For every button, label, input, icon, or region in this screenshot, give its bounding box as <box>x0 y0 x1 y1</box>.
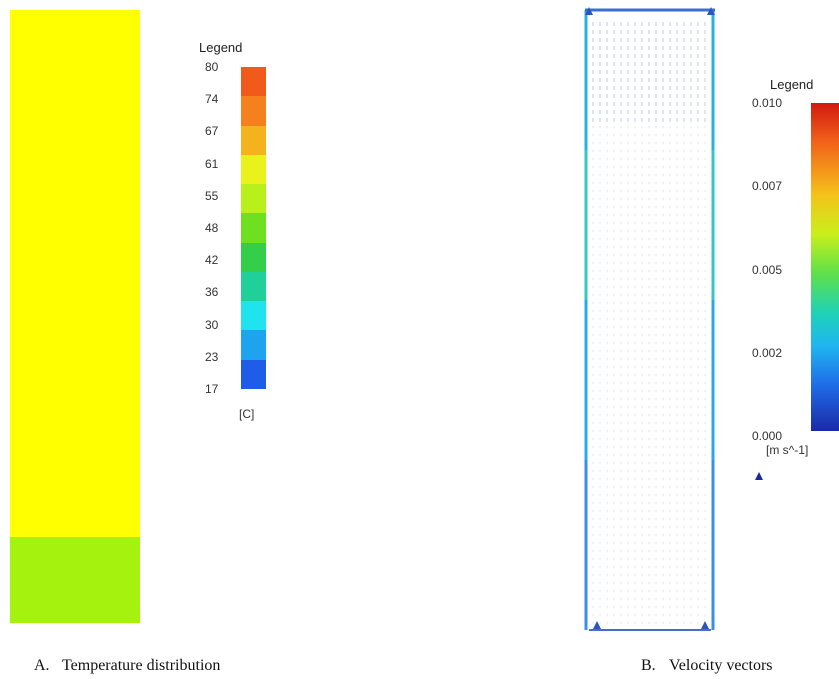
triangle-marker-icon <box>755 472 763 480</box>
temperature-colorbar-band <box>241 271 266 302</box>
temperature-field <box>10 10 140 623</box>
temperature-legend-title: Legend <box>199 40 243 55</box>
temperature-colorbar-band <box>241 301 266 331</box>
temperature-colorbar-band <box>241 213 266 244</box>
temperature-legend-tick: 17 <box>205 382 219 396</box>
temperature-colorbar-band <box>241 96 266 127</box>
temperature-colorbar-band <box>241 184 266 214</box>
velocity-legend-tick: 0.007 <box>752 179 783 194</box>
velocity-legend-tick: 0.005 <box>752 262 783 277</box>
temperature-colorbar-band <box>241 67 266 97</box>
temperature-legend-tick: 61 <box>205 156 219 171</box>
temperature-legend-tick: 48 <box>205 221 219 235</box>
temperature-field-main-region <box>10 10 140 537</box>
temperature-legend-unit: [C] <box>239 407 255 421</box>
temperature-colorbar <box>241 67 266 390</box>
temperature-legend-tick: 55 <box>205 188 219 203</box>
velocity-corner-arrow <box>707 7 715 15</box>
velocity-legend-tick: 0.010 <box>752 96 783 110</box>
velocity-vector-field <box>584 7 715 631</box>
caption-b-letter: B. <box>641 657 656 674</box>
velocity-legend-tick: 0.000 <box>752 429 783 443</box>
temperature-colorbar-band <box>241 359 266 390</box>
temperature-colorbar-band <box>241 242 266 273</box>
temperature-legend-tick: 36 <box>205 285 219 300</box>
caption-b: B. Velocity vectors <box>641 657 773 675</box>
temperature-legend-tick: 42 <box>205 253 219 268</box>
temperature-legend-tick: 67 <box>205 124 219 139</box>
velocity-legend-tick: 0.002 <box>752 345 783 360</box>
caption-b-text: Velocity vectors <box>669 657 773 674</box>
velocity-corner-arrow <box>585 7 593 15</box>
velocity-legend-unit: [m s^-1] <box>766 443 809 457</box>
caption-a: A. Temperature distribution <box>34 657 220 675</box>
temperature-colorbar-band <box>241 154 266 185</box>
velocity-corner-arrow <box>701 621 709 629</box>
velocity-corner-arrow <box>593 621 601 629</box>
temperature-colorbar-band <box>241 330 266 361</box>
caption-a-text: Temperature distribution <box>62 657 221 674</box>
temperature-legend-tick: 74 <box>205 92 219 107</box>
caption-a-letter: A. <box>34 657 50 674</box>
temperature-legend-tick: 23 <box>205 349 219 364</box>
temperature-colorbar-band <box>241 125 266 156</box>
temperature-legend-tick: 30 <box>205 317 219 332</box>
velocity-legend-title: Legend <box>770 77 814 92</box>
velocity-colorbar <box>811 103 839 431</box>
temperature-field-bottom-region <box>10 537 140 623</box>
temperature-legend-tick: 80 <box>205 60 219 74</box>
